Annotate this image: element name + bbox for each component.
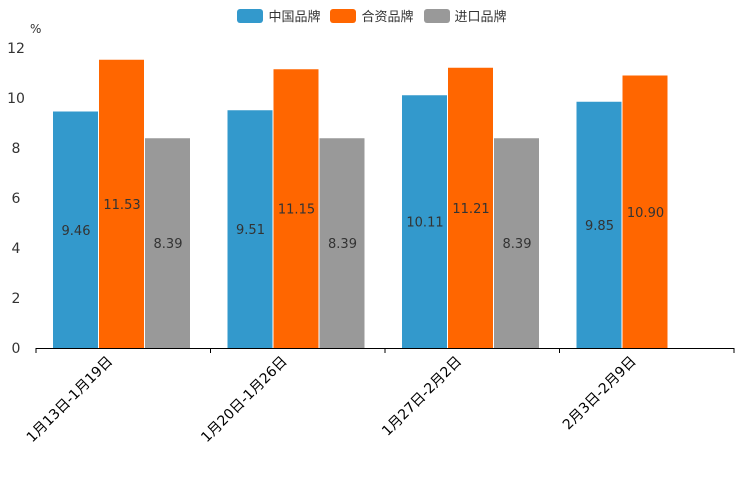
bar [145,138,190,348]
bar [273,69,319,348]
y-axis-unit: % [30,22,41,36]
data-label: 10.11 [406,216,443,231]
bar [227,110,273,348]
x-tick-label: 1月27日-2月2日 [379,354,465,440]
data-label: 11.21 [452,202,489,217]
y-tick-label: 10 [7,91,25,107]
y-tick-label: 6 [12,191,21,207]
legend-swatch [423,8,450,23]
legend-item[interactable]: 合资品牌 [330,6,414,25]
legend-label: 中国品牌 [268,10,321,25]
bar [494,138,539,348]
data-label: 9.46 [62,224,91,239]
chart-legend: 中国品牌 合资品牌 进口品牌 [0,6,744,25]
y-tick-label: 2 [12,291,21,307]
data-label: 8.39 [503,237,532,252]
legend-swatch [237,8,264,23]
legend-label: 合资品牌 [361,10,414,25]
legend-item[interactable]: 中国品牌 [237,6,320,25]
data-label: 9.51 [236,223,265,238]
legend-swatch [330,8,357,23]
y-tick-label: 8 [12,141,21,157]
legend-item[interactable]: 进口品牌 [423,6,507,25]
bar [53,111,98,348]
data-label: 11.15 [278,203,315,218]
y-tick-label: 4 [12,241,21,257]
bar [622,75,668,348]
data-label: 8.39 [154,237,183,252]
x-tick-label: 2月3日-2月9日 [560,354,640,434]
data-label: 9.85 [585,219,614,234]
bar [99,59,144,348]
bar [448,67,493,348]
data-label: 8.39 [328,237,357,252]
x-tick-label: 1月20日-1月26日 [198,354,290,446]
bar [319,138,365,348]
y-tick-label: 12 [7,41,25,57]
bar [402,95,447,348]
y-tick-label: 0 [12,341,21,357]
bar [576,101,622,348]
x-tick-label: 1月13日-1月19日 [24,354,116,446]
data-label: 11.53 [103,198,140,213]
data-label: 10.90 [627,206,664,221]
legend-label: 进口品牌 [454,10,507,25]
